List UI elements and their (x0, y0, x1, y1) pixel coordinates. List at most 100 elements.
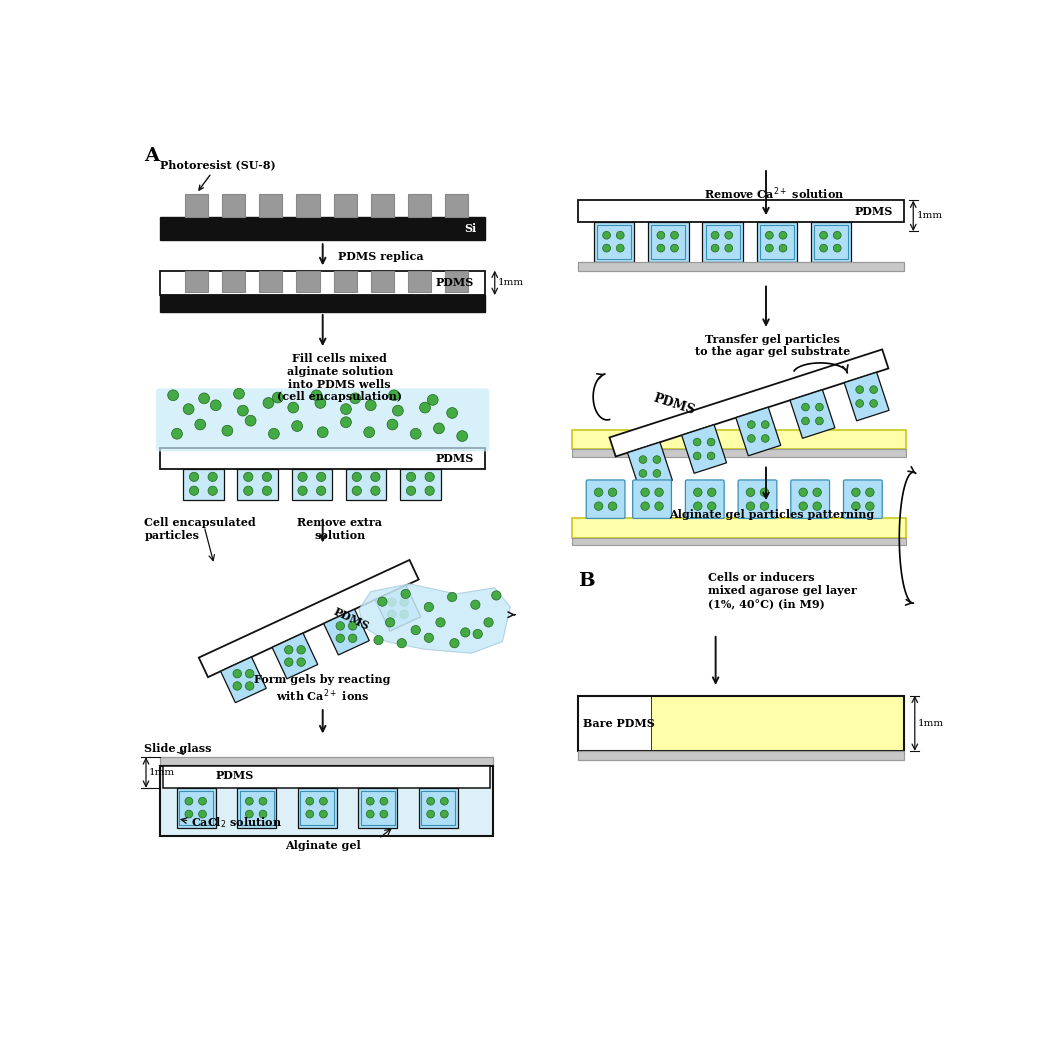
Circle shape (352, 486, 361, 496)
Text: Remove extra
solution: Remove extra solution (298, 517, 382, 541)
Circle shape (306, 798, 313, 805)
Bar (291, 470, 332, 500)
Circle shape (602, 232, 611, 239)
Bar (160, 296, 485, 312)
Bar (177, 788, 216, 828)
Polygon shape (324, 609, 370, 655)
Text: 1mm: 1mm (498, 279, 524, 287)
Circle shape (183, 403, 194, 415)
Bar (651, 225, 686, 259)
Polygon shape (198, 560, 419, 677)
Circle shape (311, 390, 322, 400)
Polygon shape (682, 424, 727, 474)
Circle shape (284, 658, 293, 667)
Bar (160, 217, 485, 240)
Circle shape (609, 502, 617, 510)
Bar (578, 200, 904, 222)
Bar (358, 788, 397, 828)
Bar (648, 222, 688, 262)
Circle shape (657, 244, 665, 252)
Circle shape (441, 810, 448, 818)
Circle shape (865, 502, 874, 510)
Bar (259, 194, 282, 217)
Circle shape (233, 682, 241, 691)
Bar (597, 225, 632, 259)
Circle shape (380, 810, 387, 818)
Circle shape (802, 417, 809, 424)
Text: PDMS: PDMS (435, 277, 474, 288)
Circle shape (820, 244, 828, 252)
Circle shape (411, 626, 421, 635)
Circle shape (484, 617, 493, 627)
Circle shape (725, 232, 733, 239)
Polygon shape (627, 442, 672, 490)
Circle shape (693, 438, 701, 446)
Circle shape (363, 427, 375, 438)
Bar (333, 270, 357, 292)
Circle shape (760, 488, 768, 497)
Circle shape (711, 232, 719, 239)
Circle shape (397, 638, 406, 648)
Polygon shape (845, 372, 889, 421)
Bar (296, 194, 319, 217)
Bar (163, 766, 490, 788)
Bar (371, 270, 394, 292)
Text: 1mm: 1mm (148, 768, 174, 777)
Circle shape (427, 810, 434, 818)
Circle shape (657, 232, 665, 239)
Circle shape (400, 597, 408, 607)
Bar (408, 194, 431, 217)
Circle shape (457, 431, 468, 441)
Circle shape (262, 486, 271, 496)
Circle shape (406, 473, 416, 481)
Circle shape (168, 390, 179, 400)
Circle shape (802, 403, 809, 411)
Bar (594, 222, 635, 262)
Polygon shape (359, 584, 511, 653)
Circle shape (198, 393, 210, 403)
Circle shape (291, 420, 303, 432)
Circle shape (833, 232, 841, 239)
Bar (333, 194, 357, 217)
Text: Cells or inducers
mixed agarose gel layer
(1%, 40°C) (in M9): Cells or inducers mixed agarose gel laye… (708, 572, 857, 609)
Bar (572, 519, 905, 538)
Circle shape (185, 798, 193, 805)
Circle shape (387, 419, 398, 430)
Circle shape (387, 610, 396, 618)
Bar (652, 696, 904, 751)
Polygon shape (272, 633, 317, 679)
Circle shape (365, 400, 376, 411)
Polygon shape (790, 390, 835, 438)
Text: Remove Ca$^{2+}$ solution: Remove Ca$^{2+}$ solution (704, 185, 844, 202)
Circle shape (765, 244, 774, 252)
Circle shape (340, 417, 352, 428)
Circle shape (427, 394, 438, 406)
Circle shape (378, 597, 387, 606)
Circle shape (336, 634, 345, 642)
Text: PDMS: PDMS (435, 453, 474, 464)
Circle shape (243, 473, 253, 481)
Circle shape (349, 621, 357, 630)
Bar (421, 791, 455, 825)
Circle shape (746, 488, 755, 497)
Circle shape (708, 502, 716, 510)
Circle shape (748, 435, 755, 442)
Bar (814, 225, 848, 259)
Bar (408, 270, 431, 292)
Text: B: B (578, 572, 595, 590)
Circle shape (852, 488, 860, 497)
Circle shape (243, 486, 253, 496)
Bar (811, 222, 851, 262)
Text: A: A (144, 148, 160, 166)
Bar (222, 270, 245, 292)
Circle shape (296, 646, 306, 654)
Circle shape (425, 473, 434, 481)
Polygon shape (610, 349, 888, 457)
Circle shape (245, 682, 254, 691)
Bar (578, 262, 904, 271)
Circle shape (420, 402, 430, 413)
Circle shape (761, 435, 769, 442)
Circle shape (693, 502, 702, 510)
Text: Cell encapsulated
particles: Cell encapsulated particles (144, 517, 256, 541)
Circle shape (315, 397, 326, 409)
